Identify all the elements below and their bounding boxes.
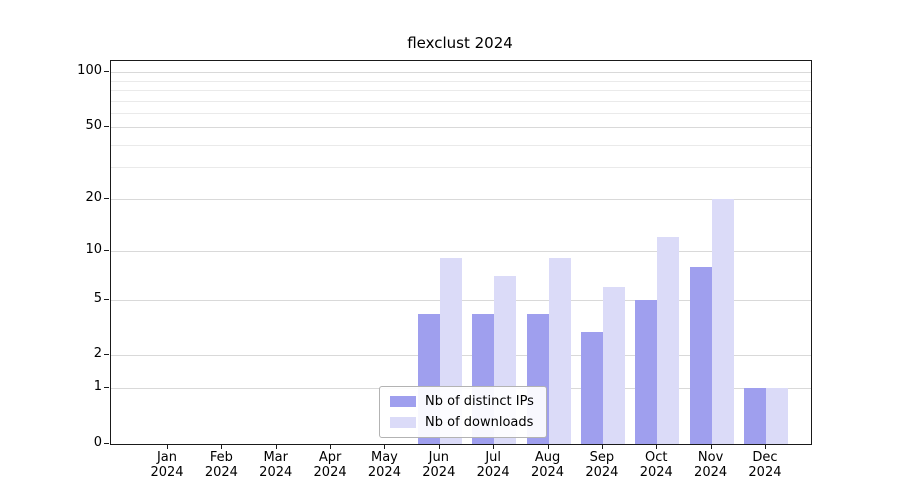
x-label-year: 2024: [313, 465, 347, 480]
y-axis-tick-1: [104, 387, 109, 389]
minor-gridline-30: [111, 167, 811, 169]
x-label-month: Mar: [263, 450, 288, 465]
legend-item-downloads: Nb of downloads: [390, 415, 534, 430]
x-axis-label-apr: Apr 2024: [298, 450, 362, 480]
legend-swatch-downloads: [390, 417, 416, 428]
x-label-month: Apr: [318, 450, 342, 465]
x-label-year: 2024: [530, 465, 565, 480]
x-axis-label-feb: Feb 2024: [189, 450, 253, 480]
x-axis-label-jan: Jan 2024: [135, 450, 199, 480]
y-axis-tick-0: [104, 443, 109, 444]
y-axis-label-1: 1: [93, 379, 102, 395]
x-label-year: 2024: [204, 465, 238, 480]
x-label-month: May: [370, 450, 398, 465]
bar-distinct-ips-dec: [743, 388, 766, 444]
plot-area: Nb of distinct IPs Nb of downloads: [110, 60, 812, 445]
y-axis-label-0: 0: [93, 435, 102, 450]
legend-label-downloads: Nb of downloads: [425, 415, 534, 430]
legend: Nb of distinct IPs Nb of downloads: [379, 386, 547, 438]
x-axis-label-aug: Aug 2024: [516, 450, 580, 480]
chart-title: flexclust 2024: [407, 34, 513, 52]
minor-gridline-60: [111, 112, 811, 114]
minor-gridline-70: [111, 100, 811, 102]
bar-distinct-ips-sep: [580, 332, 603, 444]
x-label-year: 2024: [639, 465, 673, 480]
x-label-month: Jan: [156, 450, 178, 465]
legend-swatch-distinct-ips: [390, 396, 416, 407]
x-label-year: 2024: [150, 465, 184, 480]
x-axis-tick-jan: [167, 444, 168, 449]
major-gridline-20: [111, 198, 811, 200]
x-axis-tick-oct: [656, 444, 658, 449]
y-axis-label-5: 5: [93, 290, 102, 306]
x-label-month: Sep: [589, 450, 615, 465]
y-axis-label-2: 2: [93, 346, 102, 362]
x-axis-tick-aug: [547, 444, 549, 449]
y-axis-tick-50: [104, 126, 109, 128]
x-axis-tick-mar: [275, 444, 277, 449]
y-axis-tick-10: [104, 249, 109, 251]
y-axis-label-10: 10: [85, 241, 102, 257]
bar-distinct-ips-nov: [689, 266, 712, 444]
x-axis-label-may: May 2024: [352, 450, 416, 480]
x-label-year: 2024: [748, 465, 782, 480]
x-label-month: Jul: [485, 450, 501, 465]
x-axis-tick-jun: [438, 444, 440, 449]
x-label-year: 2024: [585, 465, 619, 480]
minor-gridline-80: [111, 89, 811, 91]
minor-gridline-90: [111, 80, 811, 82]
x-label-year: 2024: [422, 465, 456, 480]
bar-downloads-aug: [548, 258, 571, 444]
bar-downloads-nov: [711, 198, 734, 444]
y-axis-tick-20: [104, 197, 109, 199]
x-axis-tick-sep: [601, 444, 603, 449]
x-label-month: Jun: [428, 450, 449, 465]
x-axis-label-jul: Jul 2024: [461, 450, 525, 480]
x-axis-label-sep: Sep 2024: [570, 450, 634, 480]
y-axis-tick-5: [104, 298, 109, 300]
x-label-month: Nov: [697, 450, 724, 465]
x-axis-tick-apr: [330, 444, 332, 449]
x-axis-tick-dec: [764, 444, 766, 449]
x-axis-label-mar: Mar 2024: [244, 450, 308, 480]
major-gridline-10: [111, 250, 811, 252]
x-axis-label-nov: Nov 2024: [679, 450, 743, 480]
y-axis-tick-100: [104, 71, 109, 73]
y-axis-tick-2: [104, 354, 109, 356]
x-label-month: Aug: [534, 450, 561, 465]
x-axis-label-oct: Oct 2024: [624, 450, 688, 480]
bar-downloads-dec: [765, 388, 788, 444]
x-label-month: Oct: [644, 450, 668, 465]
x-axis-label-dec: Dec 2024: [733, 450, 797, 480]
major-gridline-50: [111, 127, 811, 129]
x-label-year: 2024: [259, 465, 293, 480]
bar-distinct-ips-oct: [635, 299, 658, 444]
x-axis-tick-feb: [221, 444, 223, 449]
bar-downloads-oct: [657, 237, 680, 444]
bar-downloads-sep: [602, 287, 625, 444]
x-axis-tick-jul: [493, 444, 495, 449]
x-axis-tick-may: [384, 444, 386, 449]
x-label-month: Dec: [752, 450, 778, 465]
x-axis-label-jun: Jun 2024: [407, 450, 471, 480]
y-axis-label-100: 100: [77, 63, 102, 79]
minor-gridline-40: [111, 144, 811, 146]
x-label-year: 2024: [694, 465, 728, 480]
x-label-month: Feb: [209, 450, 233, 465]
x-axis-tick-nov: [710, 444, 712, 449]
x-label-year: 2024: [367, 465, 401, 480]
legend-label-distinct-ips: Nb of distinct IPs: [425, 394, 534, 409]
major-gridline-100: [111, 72, 811, 74]
y-axis-label-50: 50: [85, 118, 102, 134]
y-axis-label-20: 20: [85, 189, 102, 205]
x-label-year: 2024: [476, 465, 510, 480]
legend-item-distinct-ips: Nb of distinct IPs: [390, 394, 534, 409]
